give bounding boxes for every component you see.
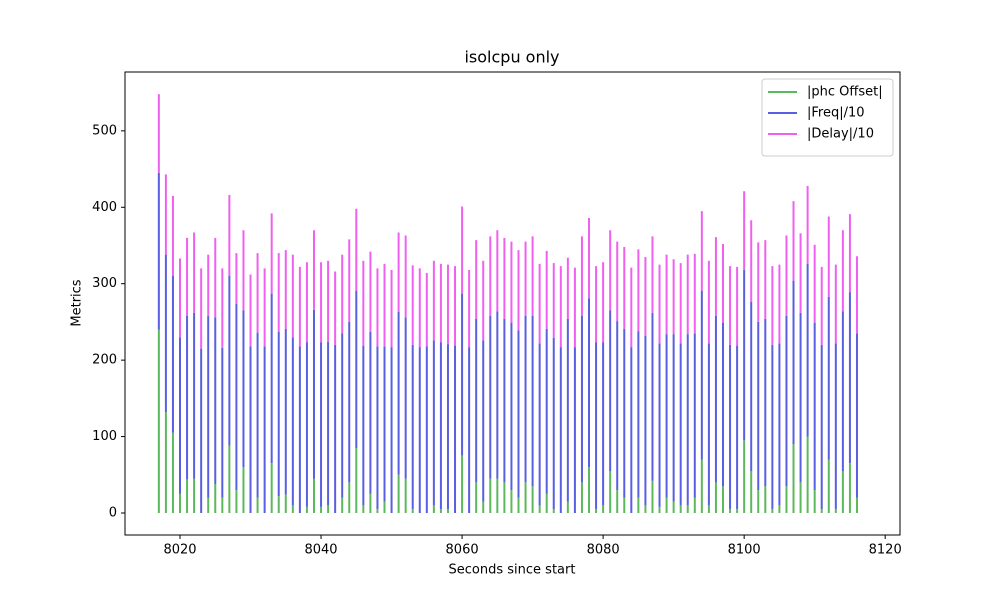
y-tick-label: 200 [92, 353, 117, 368]
x-tick-label: 8020 [163, 543, 196, 558]
x-tick-label: 8080 [587, 543, 620, 558]
y-tick-label: 300 [92, 276, 117, 291]
x-axis-label: Seconds since start [449, 563, 576, 578]
legend-label: |phc Offset| [807, 85, 883, 100]
y-tick-label: 0 [109, 505, 117, 520]
legend-label: |Delay|/10 [807, 127, 874, 142]
y-tick-label: 100 [92, 429, 117, 444]
x-tick-label: 8100 [728, 543, 761, 558]
plot-frame [124, 71, 901, 536]
y-axis-label: Metrics [70, 279, 85, 326]
y-tick-label: 400 [92, 200, 117, 215]
legend-label: |Freq|/10 [807, 106, 865, 121]
x-tick-label: 8060 [446, 543, 479, 558]
legend-box [761, 78, 894, 157]
x-tick-label: 8120 [869, 543, 902, 558]
chart-title: isolcpu only [464, 48, 559, 67]
y-tick-label: 500 [92, 123, 117, 138]
x-tick-label: 8040 [304, 543, 337, 558]
